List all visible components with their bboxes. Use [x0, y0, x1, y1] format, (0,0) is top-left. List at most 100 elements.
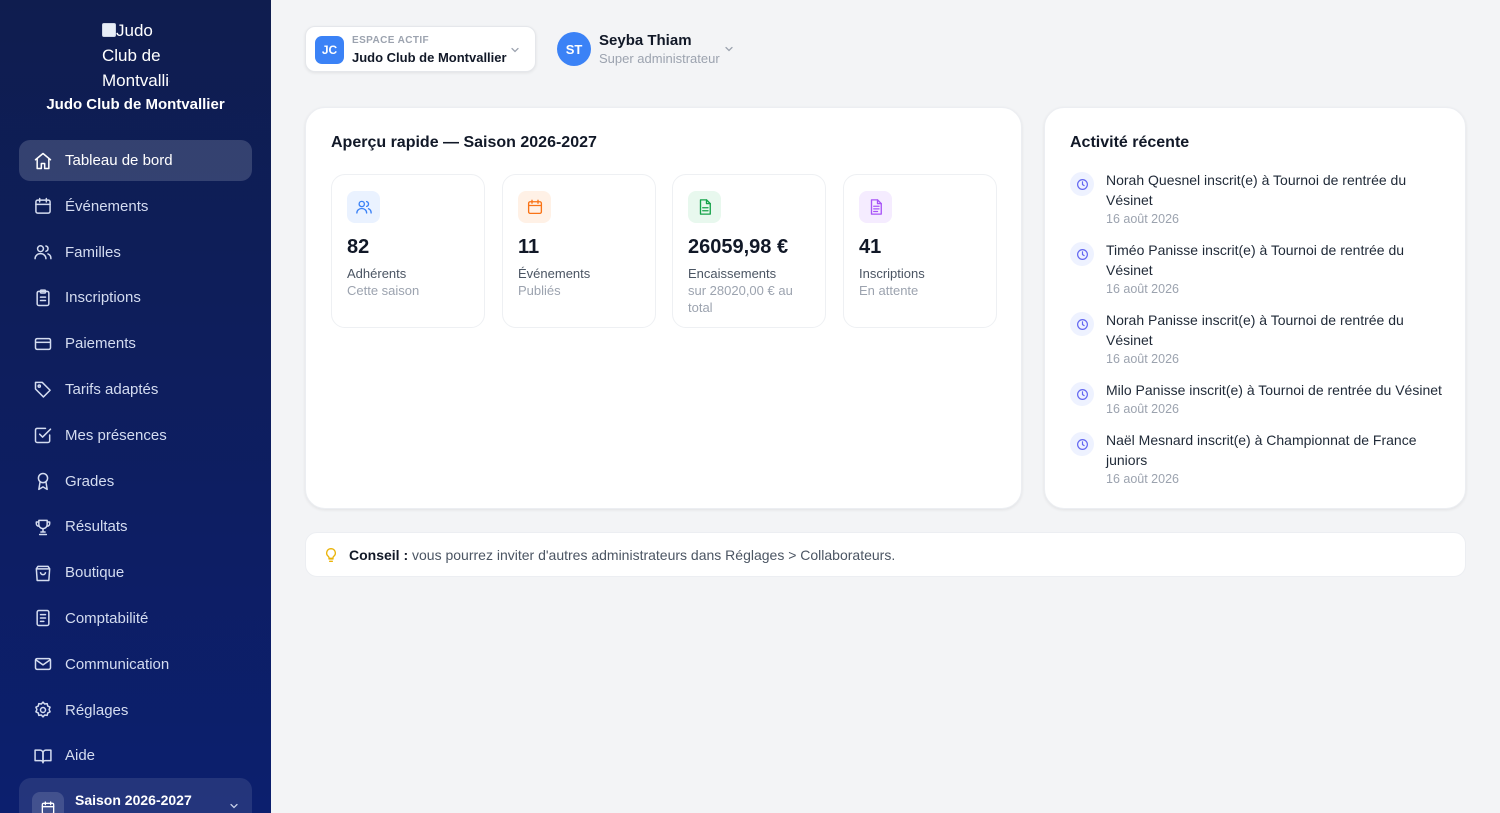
tag-icon: [34, 382, 51, 399]
book-icon: [34, 749, 52, 764]
space-badge: JC: [315, 36, 344, 64]
sidebar-item-label: Résultats: [65, 518, 128, 536]
sidebar-item-label: Communication: [65, 655, 170, 673]
sidebar-item-mes-presences[interactable]: Mes présences: [19, 415, 252, 456]
file-text-icon: [859, 191, 892, 223]
season-selector[interactable]: Saison 2026-2027: [19, 778, 252, 813]
broken-image-icon: [102, 23, 116, 37]
tip-banner: Conseil : vous pourrez inviter d'autres …: [305, 532, 1466, 577]
stat-value: 82: [347, 236, 370, 258]
calendar-icon: [32, 792, 64, 813]
activity-item[interactable]: Norah Panisse inscrit(e) à Tournoi de re…: [1070, 310, 1442, 368]
sidebar-item-label: Boutique: [65, 564, 125, 582]
gear-icon: [35, 701, 51, 718]
user-role: Super administrateur: [599, 51, 720, 66]
sidebar-item-resultats[interactable]: Résultats: [19, 506, 252, 547]
stat-label: Adhérents: [347, 266, 407, 281]
sidebar-nav: Tableau de bord Événements Familles Insc…: [19, 140, 252, 781]
clock-icon: [1070, 172, 1094, 196]
tip-message: vous pourrez inviter d'autres administra…: [408, 547, 896, 563]
overview-card: Aperçu rapide — Saison 2026-2027 82 Adhé…: [305, 107, 1022, 509]
activity-text: Milo Panisse inscrit(e) à Tournoi de ren…: [1106, 382, 1442, 398]
activity-date: 16 août 2026: [1106, 282, 1179, 296]
sidebar-item-label: Aide: [65, 747, 96, 765]
chevron-down-icon: [511, 47, 519, 53]
activity-list: Norah Quesnel inscrit(e) à Tournoi de re…: [1070, 170, 1442, 500]
stat-card-evenements[interactable]: 11 Événements Publiés: [502, 174, 656, 328]
activity-date: 16 août 2026: [1106, 472, 1179, 486]
clock-icon: [1070, 312, 1094, 336]
sidebar-item-label: Comptabilité: [65, 609, 149, 627]
sidebar-item-aide[interactable]: Aide: [19, 735, 252, 776]
logo-alt-text: Judo Club de Montvallier: [102, 21, 170, 88]
sidebar-item-familles[interactable]: Familles: [19, 232, 252, 273]
activity-text: Norah Quesnel inscrit(e) à Tournoi de re…: [1106, 172, 1407, 208]
stat-subtext: Cette saison: [347, 283, 420, 298]
tip-text: Conseil : vous pourrez inviter d'autres …: [349, 547, 895, 563]
sidebar-item-reglages[interactable]: Réglages: [19, 690, 252, 731]
overview-title: Aperçu rapide — Saison 2026-2027: [331, 134, 597, 151]
home-icon: [34, 152, 52, 169]
calendar-icon: [518, 191, 551, 223]
sidebar-item-inscriptions[interactable]: Inscriptions: [19, 277, 252, 318]
receipt-icon: [36, 610, 50, 627]
user-name[interactable]: Seyba Thiam: [599, 32, 692, 49]
activity-date: 16 août 2026: [1106, 402, 1179, 416]
lightbulb-icon: [326, 548, 336, 562]
sidebar-item-grades[interactable]: Grades: [19, 461, 252, 502]
stat-card-encaissements[interactable]: 26059,98 € Encaissements sur 28020,00 € …: [672, 174, 826, 328]
trophy-icon: [35, 519, 51, 536]
clock-icon: [1070, 432, 1094, 456]
clipboard-icon: [36, 289, 50, 307]
activity-title: Activité récente: [1070, 134, 1190, 151]
clock-icon: [1070, 242, 1094, 266]
activity-item[interactable]: Timéo Panisse inscrit(e) à Tournoi de re…: [1070, 240, 1442, 298]
stat-label: Inscriptions: [859, 266, 925, 281]
sidebar-item-boutique[interactable]: Boutique: [19, 552, 252, 593]
sidebar-item-label: Mes présences: [65, 426, 167, 444]
activity-item[interactable]: Milo Panisse inscrit(e) à Tournoi de ren…: [1070, 380, 1442, 418]
chevron-down-icon: [230, 803, 238, 809]
users-icon: [34, 245, 52, 260]
activity-text: Timéo Panisse inscrit(e) à Tournoi de re…: [1106, 242, 1405, 278]
sidebar-item-label: Tableau de bord: [65, 152, 173, 169]
sidebar-item-label: Inscriptions: [65, 289, 141, 307]
sidebar-item-paiements[interactable]: Paiements: [19, 323, 252, 364]
user-avatar[interactable]: ST: [557, 32, 591, 66]
mail-icon: [34, 658, 52, 671]
active-space-selector[interactable]: JC ESPACE ACTIF Judo Club de Montvallier: [305, 26, 536, 72]
space-caption: ESPACE ACTIF: [352, 35, 430, 46]
recent-activity-card: Activité récente Norah Quesnel inscrit(e…: [1044, 107, 1466, 509]
sidebar-item-tarifs-adaptes[interactable]: Tarifs adaptés: [19, 369, 252, 410]
activity-text: Naël Mesnard inscrit(e) à Championnat de…: [1106, 432, 1417, 468]
stat-label: Événements: [518, 266, 591, 281]
stat-subtext: Publiés: [518, 283, 561, 298]
stat-subtext: sur 28020,00 € au total: [688, 283, 793, 315]
sidebar-item-label: Événements: [65, 197, 149, 215]
activity-date: 16 août 2026: [1106, 212, 1179, 226]
stat-value: 41: [859, 236, 882, 258]
sidebar-item-communication[interactable]: Communication: [19, 644, 252, 685]
sidebar-item-tableau-de-bord[interactable]: Tableau de bord: [19, 140, 252, 181]
season-label: Saison 2026-2027: [75, 792, 192, 808]
stat-subtext: En attente: [859, 283, 919, 298]
activity-text: Norah Panisse inscrit(e) à Tournoi de re…: [1106, 312, 1404, 348]
stat-card-adherents[interactable]: 82 Adhérents Cette saison: [331, 174, 485, 328]
activity-date: 16 août 2026: [1106, 352, 1179, 366]
sidebar: Judo Club de Montvallier Judo Club de Mo…: [0, 0, 271, 813]
stat-card-inscriptions[interactable]: 41 Inscriptions En attente: [843, 174, 997, 328]
sidebar-club-name: Judo Club de Montvallier: [46, 96, 225, 113]
stat-label: Encaissements: [688, 266, 777, 281]
sidebar-item-comptabilite[interactable]: Comptabilité: [19, 598, 252, 639]
sidebar-item-label: Grades: [65, 472, 115, 490]
sidebar-item-label: Familles: [65, 243, 121, 261]
sidebar-item-label: Réglages: [65, 701, 129, 719]
users-icon: [347, 191, 380, 223]
award-icon: [37, 472, 49, 491]
document-icon: [688, 191, 721, 223]
activity-item[interactable]: Norah Quesnel inscrit(e) à Tournoi de re…: [1070, 170, 1442, 228]
chevron-down-icon[interactable]: [723, 43, 735, 55]
sidebar-item-evenements[interactable]: Événements: [19, 186, 252, 227]
activity-item[interactable]: Naël Mesnard inscrit(e) à Championnat de…: [1070, 430, 1442, 488]
club-logo: Judo Club de Montvallier: [102, 18, 170, 88]
